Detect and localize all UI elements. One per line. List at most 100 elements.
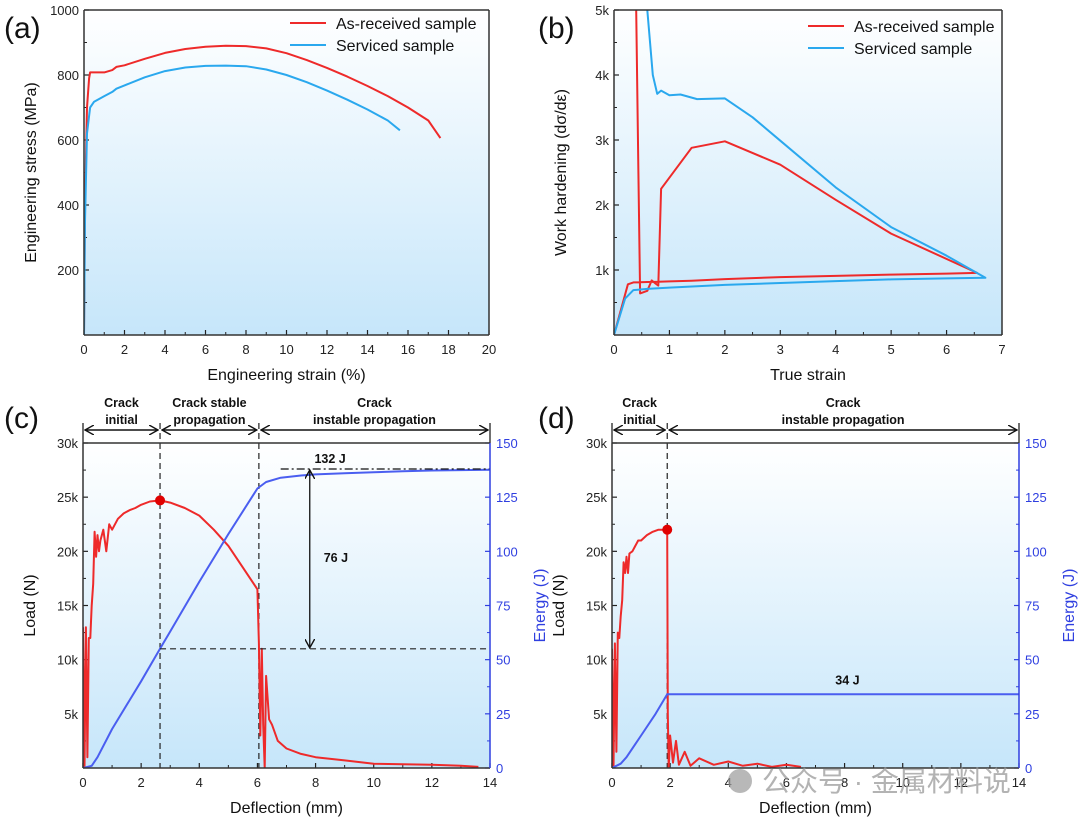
legend-label: Serviced sample bbox=[336, 38, 454, 55]
y2-tick-label: 25 bbox=[496, 707, 510, 722]
y-tick-label: 2k bbox=[595, 198, 609, 213]
y-tick-label: 5k bbox=[64, 707, 78, 722]
panel-c: (c) 0 2 4 6 8 10 12 14 5k 10k 15k 20k 25k 30k 0 25 50 75 10… bbox=[4, 396, 549, 817]
x-tick-label: 8 bbox=[841, 775, 848, 790]
x-tick-label: 2 bbox=[121, 342, 128, 357]
watermark: 公众号 · 金属材料说 bbox=[728, 766, 1011, 797]
legend-label: As-received sample bbox=[854, 19, 995, 36]
x-tick-label: 12 bbox=[425, 775, 439, 790]
x-tick-label: 7 bbox=[998, 342, 1005, 357]
plot-background bbox=[83, 443, 490, 768]
series-line-serviced-sample bbox=[614, 10, 987, 335]
y2-tick-label: 100 bbox=[1025, 544, 1047, 559]
y-axis-label: Load (N) bbox=[551, 574, 568, 636]
series-group bbox=[84, 44, 442, 335]
series-line-load bbox=[612, 528, 802, 768]
x-tick-label: 0 bbox=[608, 775, 615, 790]
y-tick-label: 30k bbox=[57, 436, 78, 451]
y2-axis-label: Energy (J) bbox=[1061, 569, 1078, 643]
peak-marker bbox=[155, 495, 166, 506]
series-line-serviced-sample bbox=[84, 64, 401, 335]
x-axis-label: True strain bbox=[770, 367, 846, 384]
annotation-132j: 132 J bbox=[314, 452, 345, 466]
x-tick-label: 14 bbox=[1012, 775, 1026, 790]
plot-background bbox=[612, 443, 1019, 768]
x-tick-label: 2 bbox=[667, 775, 674, 790]
legend-label: Serviced sample bbox=[854, 41, 972, 58]
x-tick-label: 8 bbox=[242, 342, 249, 357]
x-tick-label: 4 bbox=[161, 342, 168, 357]
panel-d: (d)024681012145k10k15k20k25k30k025507510… bbox=[538, 396, 1078, 817]
series-line-as-received-sample bbox=[84, 44, 442, 335]
y-axis-label: Engineering stress (MPa) bbox=[23, 82, 40, 263]
region-label-line1: Crack bbox=[104, 396, 139, 410]
region-label-line2: initial bbox=[105, 413, 138, 427]
y-tick-label: 10k bbox=[586, 653, 607, 668]
series-line-load bbox=[83, 499, 479, 768]
annotation-76j: 76 J bbox=[324, 551, 348, 565]
x-tick-label: 14 bbox=[360, 342, 374, 357]
y-tick-label: 30k bbox=[586, 436, 607, 451]
y2-tick-label: 125 bbox=[1025, 490, 1047, 505]
y-tick-label: 1k bbox=[595, 263, 609, 278]
y-tick-label: 1000 bbox=[50, 3, 79, 18]
y2-tick-label: 0 bbox=[496, 761, 503, 776]
x-tick-label: 6 bbox=[943, 342, 950, 357]
x-tick-label: 10 bbox=[895, 775, 909, 790]
y2-tick-label: 25 bbox=[1025, 707, 1039, 722]
x-tick-label: 5 bbox=[888, 342, 895, 357]
x-tick-label: 14 bbox=[483, 775, 497, 790]
y2-tick-label: 75 bbox=[496, 599, 510, 614]
x-tick-label: 8 bbox=[312, 775, 319, 790]
y2-tick-label: 150 bbox=[1025, 436, 1047, 451]
x-axis-label: Engineering strain (%) bbox=[207, 367, 365, 384]
y-tick-label: 600 bbox=[57, 133, 79, 148]
region-label-line1: Crack stable bbox=[172, 396, 246, 410]
y2-axis-label: Energy (J) bbox=[532, 569, 549, 643]
y-tick-label: 400 bbox=[57, 198, 79, 213]
x-tick-label: 10 bbox=[366, 775, 380, 790]
y-tick-label: 800 bbox=[57, 68, 79, 83]
x-tick-label: 0 bbox=[610, 342, 617, 357]
y-tick-label: 10k bbox=[57, 653, 78, 668]
x-tick-label: 10 bbox=[279, 342, 293, 357]
y-tick-label: 25k bbox=[586, 490, 607, 505]
y2-tick-label: 50 bbox=[1025, 653, 1039, 668]
x-tick-label: 4 bbox=[832, 342, 839, 357]
x-tick-label: 0 bbox=[79, 775, 86, 790]
y-tick-label: 25k bbox=[57, 490, 78, 505]
region-label-line2: initial bbox=[623, 413, 656, 427]
region-label-line1: Crack bbox=[357, 396, 392, 410]
annotation-34j: 34 J bbox=[835, 674, 859, 688]
region-label-line2: propagation bbox=[173, 413, 245, 427]
panel-label: (b) bbox=[538, 12, 575, 45]
panel-label: (a) bbox=[4, 12, 41, 45]
y2-tick-label: 50 bbox=[496, 653, 510, 668]
region-label-line2: instable propagation bbox=[782, 413, 905, 427]
y2-tick-label: 125 bbox=[496, 490, 518, 505]
series-line-as-received-sample bbox=[614, 10, 979, 335]
x-tick-label: 3 bbox=[777, 342, 784, 357]
x-tick-label: 4 bbox=[196, 775, 203, 790]
wechat-icon bbox=[728, 769, 752, 793]
panel-a: (a) 0 2 4 6 8 10 12 14 16 18 20 200 400 600 800 1000 Engi… bbox=[4, 3, 496, 384]
y-tick-label: 4k bbox=[595, 68, 609, 83]
panel-label: (d) bbox=[538, 402, 575, 435]
series-group bbox=[614, 10, 987, 335]
y-tick-label: 15k bbox=[57, 599, 78, 614]
region-label-line1: Crack bbox=[826, 396, 861, 410]
y2-tick-label: 100 bbox=[496, 544, 518, 559]
watermark-text: 公众号 · 金属材料说 bbox=[762, 766, 1011, 797]
x-tick-label: 12 bbox=[320, 342, 334, 357]
y-axis-label: Work hardening (dσ/dε) bbox=[553, 89, 570, 256]
y-tick-label: 5k bbox=[593, 707, 607, 722]
series-line-energy bbox=[83, 468, 490, 768]
y-tick-label: 15k bbox=[586, 599, 607, 614]
panel-label: (c) bbox=[4, 402, 39, 435]
x-tick-label: 12 bbox=[954, 775, 968, 790]
peak-marker bbox=[662, 524, 673, 535]
x-tick-label: 2 bbox=[138, 775, 145, 790]
legend-label: As-received sample bbox=[336, 16, 477, 33]
y2-tick-label: 0 bbox=[1025, 761, 1032, 776]
